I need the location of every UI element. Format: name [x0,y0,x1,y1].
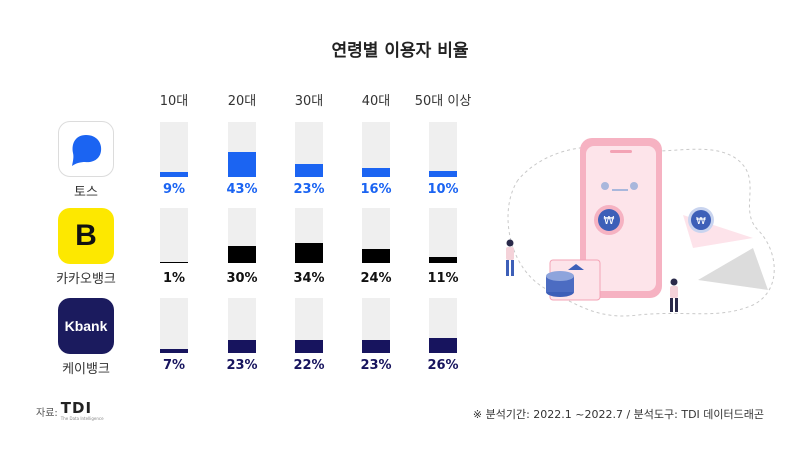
bar [362,167,390,177]
app-name-kakaobank: 카카오뱅크 [56,272,116,287]
data-label: 1% [162,271,186,286]
data-label: 30% [226,271,258,286]
bar [160,348,188,353]
bar [295,243,323,263]
bar-track [362,122,390,177]
bar [228,339,256,353]
data-label: 26% [427,358,459,373]
bar-track [160,298,188,353]
bar [429,337,457,353]
bar [429,171,457,177]
bar-track [429,298,457,353]
kakaobank-logo-icon: B [58,208,114,264]
bar-track [429,122,457,177]
bar [295,163,323,177]
person-left [506,239,514,276]
chart-title: 연령별 이용자 비율 [331,41,469,61]
bar-track [429,208,457,263]
column-header: 50대 이상 [414,94,472,109]
mobile-banking-illustration: ₩ ₩ [506,138,775,317]
data-label: 23% [226,358,258,373]
bar [228,245,256,263]
data-label: 16% [360,182,392,197]
source-label: 자료: [36,407,58,419]
bar-track [228,122,256,177]
bar-track [295,298,323,353]
person-icon-right [630,182,638,190]
source-credit: 자료: TDI The Data Intelligence [36,399,104,422]
data-label: 43% [226,182,258,197]
data-label: 11% [427,271,459,286]
data-label: 24% [360,271,392,286]
bar-track [295,208,323,263]
data-label: 10% [427,182,459,197]
bar [362,339,390,353]
data-label: 23% [293,182,325,197]
bank-building-icon [568,264,584,270]
data-label: 22% [293,358,325,373]
bar [429,256,457,263]
column-header: 40대 [361,94,391,109]
svg-text:₩: ₩ [604,214,615,227]
person-right [670,278,678,312]
kakaobank-logo-letter: B [75,219,97,252]
bar [295,340,323,353]
tdi-logo-icon: TDI The Data Intelligence [60,399,104,422]
bar [228,152,256,177]
bar [160,261,188,263]
tdi-logo-subtitle: The Data Intelligence [60,416,104,421]
bar-track [295,122,323,177]
bar-track [362,298,390,353]
app-name-kbank: 케이뱅크 [62,362,110,377]
coin-stack-top [546,271,574,281]
bar-track [362,208,390,263]
data-label: 7% [162,358,186,373]
phone-speaker [610,150,632,153]
app-name-toss: 토스 [74,185,98,200]
data-label: 9% [162,182,186,197]
bar [362,249,390,263]
bar-track [228,298,256,353]
data-label: 23% [360,358,392,373]
bar [160,171,188,177]
column-header: 10대 [159,94,189,109]
svg-text:₩: ₩ [696,216,706,227]
bar-track [228,208,256,263]
tdi-logo-text: TDI [60,399,93,417]
bar-track [160,122,188,177]
toss-logo-icon [58,121,114,177]
bar-track [160,208,188,263]
column-header: 30대 [294,94,324,109]
data-label: 34% [293,271,325,286]
kbank-logo-icon: Kbank [58,298,114,354]
person-icon-left [601,182,609,190]
column-header: 20대 [227,94,257,109]
ground-shadow [698,248,768,290]
kbank-logo-text: Kbank [64,318,108,334]
analysis-footnote: ※ 분석기간: 2022.1 ~2022.7 / 분석도구: TDI 데이터드래… [472,408,764,421]
